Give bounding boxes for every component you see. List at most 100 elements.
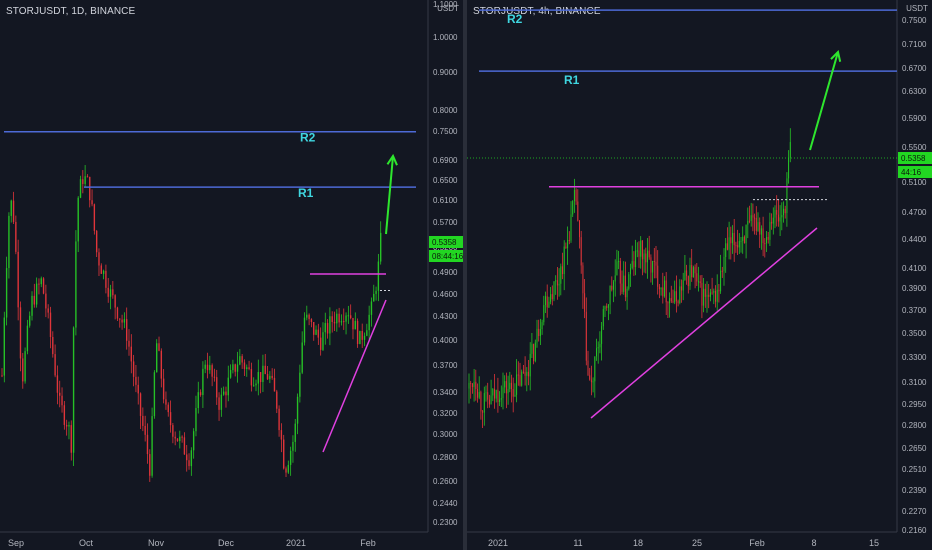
candle-body <box>33 295 36 305</box>
target-arrow-head <box>830 49 842 62</box>
candle-body <box>52 337 54 355</box>
candle-body <box>585 311 587 361</box>
candle-body <box>222 391 225 395</box>
candle-body <box>516 374 518 395</box>
candle-body <box>285 468 287 473</box>
candle-body <box>643 253 645 260</box>
y-tick-label: 0.2600 <box>433 477 458 486</box>
target-arrow-shaft <box>385 155 394 235</box>
candle-body <box>629 268 632 275</box>
candle-body <box>206 364 209 371</box>
level-label-r1: R1 <box>564 73 580 87</box>
candle-body <box>682 280 684 291</box>
candle-body <box>232 364 234 371</box>
candle-body <box>377 261 380 291</box>
candle-body <box>782 208 785 216</box>
candle-body <box>556 280 558 286</box>
candle-body <box>273 377 276 392</box>
candle-body <box>660 287 662 290</box>
candle-body <box>640 240 642 257</box>
candle-body <box>142 415 144 426</box>
candle-body <box>204 364 206 369</box>
x-tick-label: Nov <box>148 538 165 548</box>
y-tick-label: 0.3700 <box>433 361 458 370</box>
candle-body <box>482 411 484 413</box>
y-tick-label: 0.2160 <box>902 526 927 535</box>
candle-body <box>59 392 61 396</box>
x-tick-label: Oct <box>79 538 94 548</box>
candle-body <box>329 316 331 334</box>
y-tick-label: 1.1000 <box>433 0 458 9</box>
candle-body <box>354 320 356 330</box>
x-tick-label: 2021 <box>286 538 306 548</box>
candle-body <box>343 321 345 323</box>
target-arrow-shaft <box>809 51 839 151</box>
candle-body <box>98 252 100 266</box>
y-tick-label: 0.6500 <box>433 176 458 185</box>
candle-body <box>777 214 779 222</box>
countdown-value: 44:16 <box>901 168 922 177</box>
candle-body <box>473 381 475 387</box>
candle-body <box>139 393 142 416</box>
candle-body <box>679 286 681 304</box>
candle-body <box>509 382 511 390</box>
y-tick-label: 0.4600 <box>433 290 458 299</box>
4h-chart-svg[interactable]: USDT 0.7500 0.7100 0.6700 0.6300 0.5900 0.5500… <box>467 0 932 550</box>
candle-body <box>262 365 264 383</box>
candle-body <box>38 283 40 285</box>
candle-body <box>726 243 728 250</box>
candle-body <box>522 371 524 373</box>
candle-body <box>310 319 313 322</box>
candle-body <box>174 436 176 439</box>
candle-body <box>363 335 366 340</box>
candle-body <box>299 372 301 397</box>
candle-body <box>209 365 211 371</box>
candle-body <box>614 275 616 282</box>
candle-body <box>132 361 135 377</box>
candle-body <box>338 313 340 323</box>
chart-panel-4h: STORJUSDT, 4h, BINANCE USDT 0.7500 0.7100 0… <box>467 0 932 550</box>
symbol-title-daily: STORJUSDT, 1D, BINANCE <box>6 6 136 17</box>
candle-body <box>294 423 296 442</box>
candle-body <box>723 256 725 271</box>
candle-body <box>105 270 107 288</box>
candle-body <box>266 373 269 380</box>
candle-body <box>468 382 470 389</box>
candle-body <box>607 304 609 308</box>
y-tick-label: 0.6300 <box>902 87 927 96</box>
candle-body <box>227 377 229 396</box>
candle-body <box>243 362 246 369</box>
y-tick-label: 0.3200 <box>433 409 458 418</box>
candle-body <box>487 392 489 400</box>
y-tick-label: 0.3700 <box>902 306 927 315</box>
candle-body <box>72 327 75 453</box>
candle-body <box>646 250 649 263</box>
candle-body <box>156 343 158 373</box>
candle-body <box>19 307 22 359</box>
candle-body <box>70 425 72 453</box>
panel-divider[interactable] <box>463 0 467 550</box>
y-tick-label: 0.3100 <box>902 378 927 387</box>
y-tick-label: 0.4000 <box>433 336 458 345</box>
candle-body <box>326 323 329 334</box>
candle-body <box>93 204 96 231</box>
candle-body <box>718 289 720 292</box>
candle-body <box>35 283 38 305</box>
candle-body <box>730 237 732 244</box>
countdown-tag <box>429 250 463 262</box>
candle-body <box>663 280 666 297</box>
candle-body <box>670 298 672 302</box>
candle-body <box>324 323 326 333</box>
candle-body <box>61 395 63 406</box>
candle-body <box>478 392 480 398</box>
candle-body <box>162 378 165 400</box>
candle-body <box>470 382 472 384</box>
candle-body <box>517 374 519 376</box>
candle-body <box>584 293 586 312</box>
candle-body <box>635 250 637 268</box>
candle-body <box>241 356 243 363</box>
y-tick-label: 0.5900 <box>902 114 927 123</box>
candle-body <box>280 430 283 440</box>
y-tick-label: 0.4400 <box>902 235 927 244</box>
